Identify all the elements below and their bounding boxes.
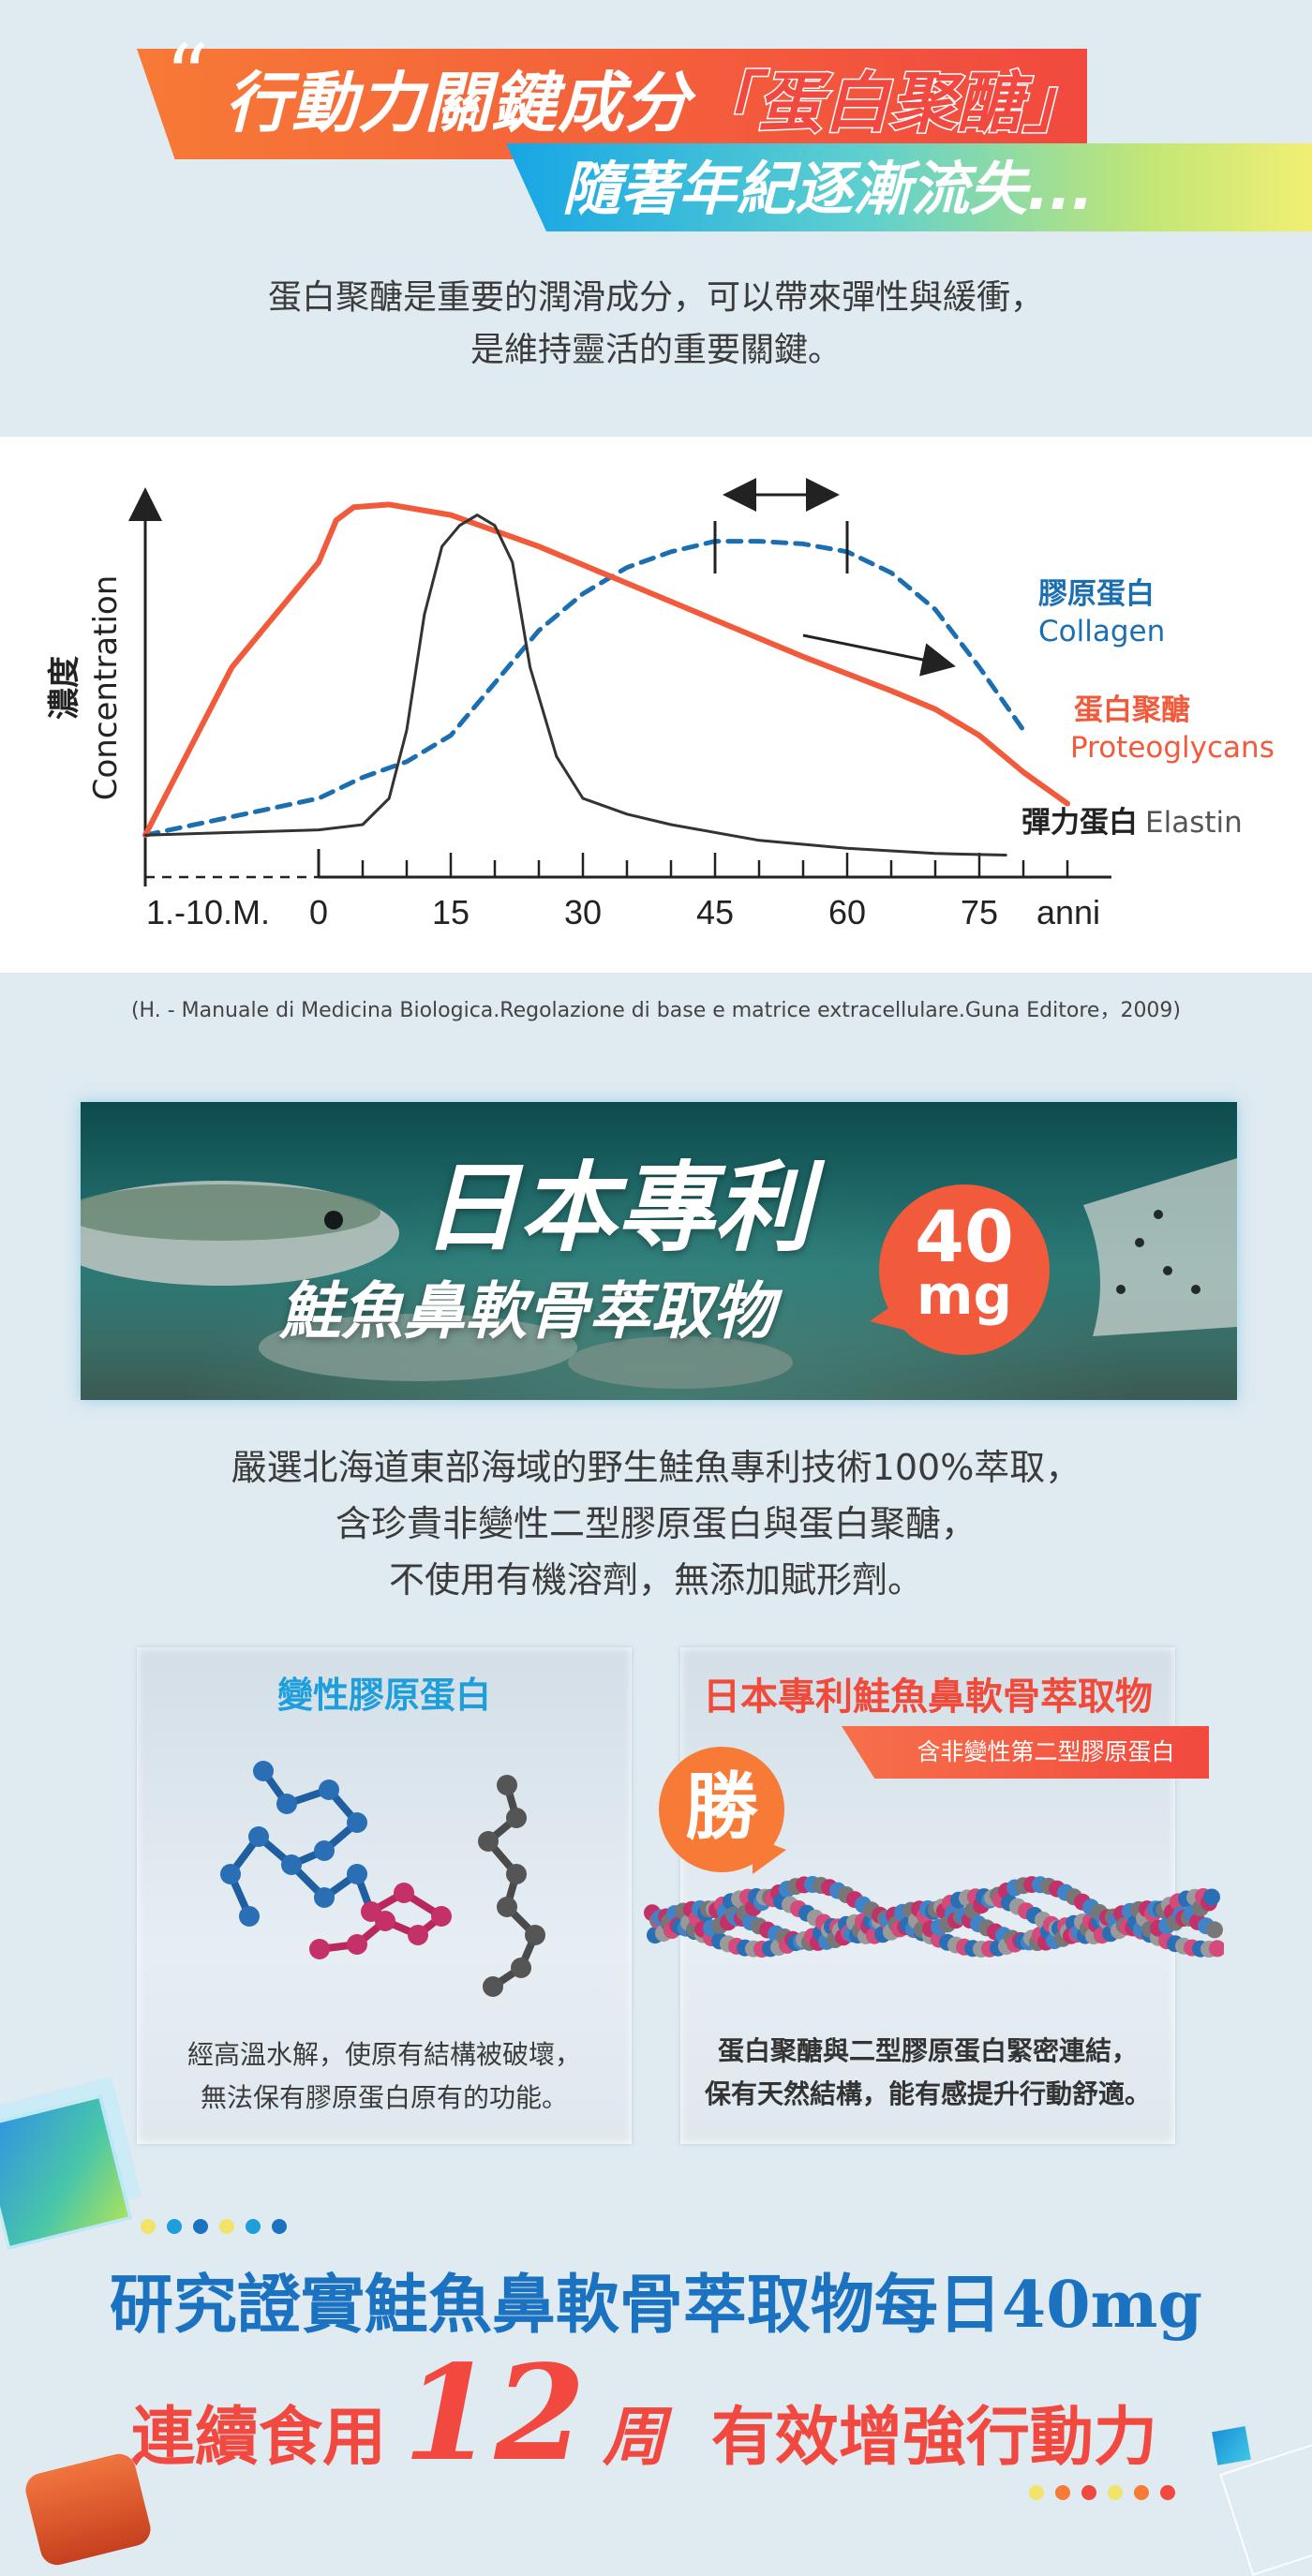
helix-atom [1203, 1888, 1220, 1906]
product-bottle-icon [22, 2449, 155, 2569]
x-tick-label: 0 [309, 893, 328, 931]
ribbon-text: 含非變性第二型膠原蛋白 [917, 1738, 1175, 1765]
compare-right-line-2: 保有天然結構，能有感提升行動舒適。 [704, 2078, 1151, 2109]
extract-description: 嚴選北海道東部海域的野生鮭魚專利技術100%萃取， 含珍貴非變性二型膠原蛋白與蛋… [0, 1439, 1312, 1608]
headline-banner-gradient [506, 143, 1312, 231]
decorative-dots-right [1029, 2485, 1186, 2504]
patent-banner: 日本專利 鮭魚鼻軟骨萃取物 40 mg [81, 1102, 1237, 1400]
x-tick-label: 30 [564, 893, 602, 931]
ribbon-shape [842, 1726, 1209, 1779]
patent-title: 日本專利 [421, 1151, 812, 1265]
compare-left-text: 經高溫水解，使原有結構被破壞， 無法保有膠原蛋白原有的功能。 [137, 2033, 632, 2120]
y-label-en: Concentration [87, 575, 125, 801]
compare-left-line-2: 無法保有膠原蛋白原有的功能。 [200, 2082, 568, 2113]
x-tick-label: 1.-10.M. [146, 893, 270, 931]
salmon-icon-bottom [259, 1314, 577, 1381]
series-label-zh: 彈力蛋白 [1021, 806, 1138, 840]
claim-weeks-unit: 周 [602, 2400, 666, 2475]
concentration-chart: 1.-10.M. 0 15 30 45 60 75 anni 濃度 Concentration 膠原… [46, 478, 1275, 931]
claim-prefix: 連續食用 [131, 2400, 387, 2475]
compare-right-text: 蛋白聚醣與二型膠原蛋白緊密連結， 保有天然結構，能有感提升行動舒適。 [680, 2030, 1175, 2116]
headline-line1-highlight: 「蛋白聚醣」 [690, 64, 1091, 143]
series-label-en: Proteoglycans [1070, 731, 1275, 765]
claim-result: 有效增強行動力 [710, 2400, 1157, 2475]
compare-card-denatured [137, 1647, 632, 2144]
description-line-3: 不使用有機溶劑，無添加賦形劑。 [388, 1559, 923, 1601]
chart-background [0, 437, 1312, 973]
small-cube-icon [1212, 2426, 1251, 2465]
helix-atom [1206, 1921, 1223, 1939]
claim-weeks-number: 12 [403, 2337, 586, 2491]
compare-left-line-1: 經高溫水解，使原有結構被破壞， [186, 2039, 581, 2070]
series-label-zh: 蛋白聚醣 [1074, 693, 1190, 727]
series-label-en: Elastin [1145, 806, 1243, 840]
intro-line-1: 蛋白聚醣是重要的潤滑成分，可以帶來彈性與緩衝， [267, 278, 1044, 317]
series-line-3 [143, 514, 1007, 856]
x-tick-label: 75 [961, 893, 998, 931]
x-tick-label: 15 [432, 893, 470, 931]
headline-line1: 行動力關鍵成分「蛋白聚醣」 [225, 56, 1091, 150]
headline-line1-prefix: 行動力關鍵成分 [225, 65, 691, 141]
x-tick-label: 45 [696, 893, 734, 931]
decorative-cube-icon [0, 2094, 132, 2250]
compare-right-line-1: 蛋白聚醣與二型膠原蛋白緊密連結， [717, 2035, 1138, 2066]
citation-text: (H. - Manuale di Medicina Biologica.Rego… [130, 999, 1182, 1022]
compare-left-title: 變性膠原蛋白 [276, 1675, 491, 1716]
series-line-1 [142, 539, 1026, 838]
headline-banner-orange [137, 49, 1087, 159]
trend-arrow [802, 633, 956, 677]
intro-line-2: 是維持靈活的重要關鍵。 [470, 331, 842, 369]
salmon-illustration [81, 1158, 1237, 1389]
compare-right-title: 日本專利鮭魚鼻軟骨萃取物 [703, 1675, 1153, 1719]
intro-text: 蛋白聚醣是重要的潤滑成分，可以帶來彈性與緩衝， 是維持靈活的重要關鍵。 [0, 272, 1312, 377]
y-label-zh: 濃度 [46, 656, 83, 720]
win-badge: 勝 [659, 1747, 786, 1874]
study-claim-line-1: 研究證實鮭魚鼻軟骨萃取物每日40mg [109, 2268, 1203, 2343]
dosage-number: 40 [915, 1195, 1014, 1278]
study-claim-line-2: 連續食用 12 周有效增強行動力 [131, 2348, 1157, 2489]
series-line-2 [142, 501, 1070, 839]
dosage-unit: mg [917, 1263, 1012, 1327]
series-label-zh: 膠原蛋白 [1038, 577, 1155, 611]
x-tick-label: anni [1036, 893, 1100, 931]
series-label-en: Collagen [1038, 615, 1165, 648]
helix-atom [1209, 1940, 1224, 1958]
quote-mark-icon: “ [165, 26, 210, 127]
decorative-dots [141, 2219, 298, 2238]
broken-molecule-icon [220, 1761, 545, 1997]
dosage-badge: 40 mg [870, 1184, 1050, 1355]
x-tick-label: 60 [828, 893, 866, 931]
headline-line2: 隨著年紀逐漸流失... [562, 155, 1094, 223]
patent-subtitle: 鮭魚鼻軟骨萃取物 [279, 1275, 774, 1348]
description-line-2: 含珍貴非變性二型膠原蛋白與蛋白聚醣， [335, 1503, 977, 1544]
intact-molecule-icon [644, 1876, 1224, 1958]
description-line-1: 嚴選北海道東部海域的野生鮭魚專利技術100%萃取， [231, 1447, 1081, 1488]
